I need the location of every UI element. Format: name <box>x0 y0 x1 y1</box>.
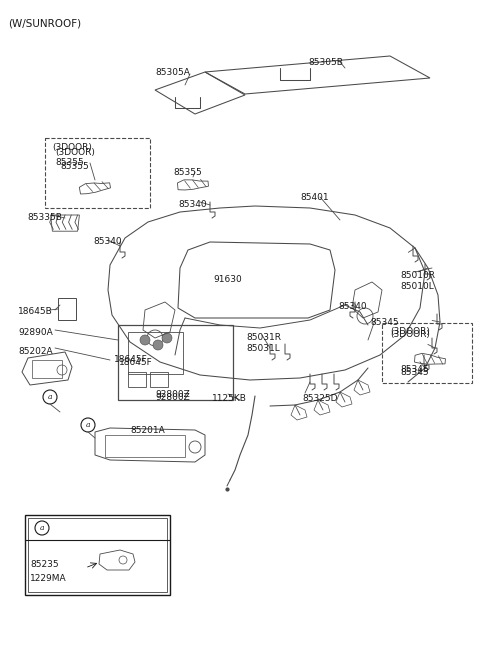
Text: 1125KB: 1125KB <box>212 394 247 403</box>
Text: 92800Z: 92800Z <box>155 393 190 402</box>
Text: 85355: 85355 <box>60 162 89 171</box>
Text: 85305B: 85305B <box>308 58 343 67</box>
Text: (3DOOR): (3DOOR) <box>390 330 430 339</box>
Text: 92800Z: 92800Z <box>155 390 190 399</box>
Text: 85345: 85345 <box>400 365 429 374</box>
Text: a: a <box>48 393 52 401</box>
Text: 85305A: 85305A <box>155 68 190 77</box>
Text: 85345: 85345 <box>370 318 398 327</box>
Text: 85235: 85235 <box>30 560 59 569</box>
Text: 85335B: 85335B <box>27 213 62 222</box>
Text: 85355: 85355 <box>55 158 84 167</box>
Text: 85031R: 85031R <box>246 333 281 342</box>
Circle shape <box>162 333 172 343</box>
Text: 85325D: 85325D <box>302 394 337 403</box>
Text: 1229MA: 1229MA <box>30 574 67 583</box>
Text: 85340: 85340 <box>93 237 121 246</box>
Text: a: a <box>40 524 44 532</box>
Text: 85201A: 85201A <box>130 426 165 435</box>
Text: 91630: 91630 <box>213 275 242 284</box>
Text: 85031L: 85031L <box>246 344 280 353</box>
Text: 85401: 85401 <box>300 193 329 202</box>
Text: 18645F: 18645F <box>119 358 153 367</box>
Text: a: a <box>86 421 90 429</box>
Text: 85202A: 85202A <box>18 347 53 356</box>
Text: 85345: 85345 <box>400 368 429 377</box>
Text: 85340: 85340 <box>178 200 206 209</box>
Circle shape <box>140 335 150 345</box>
Text: 85340: 85340 <box>338 302 367 311</box>
Text: 92890A: 92890A <box>18 328 53 337</box>
Text: (3DOOR): (3DOOR) <box>390 327 430 336</box>
Text: 85355: 85355 <box>173 168 202 177</box>
Text: 85010R: 85010R <box>400 271 435 280</box>
Circle shape <box>153 340 163 350</box>
Text: 18645F: 18645F <box>114 355 148 364</box>
Text: 18645B: 18645B <box>18 307 53 316</box>
Text: 85010L: 85010L <box>400 282 434 291</box>
Text: (3DOOR): (3DOOR) <box>52 143 92 152</box>
Text: (3DOOR): (3DOOR) <box>55 148 95 157</box>
Text: (W/SUNROOF): (W/SUNROOF) <box>8 18 81 28</box>
